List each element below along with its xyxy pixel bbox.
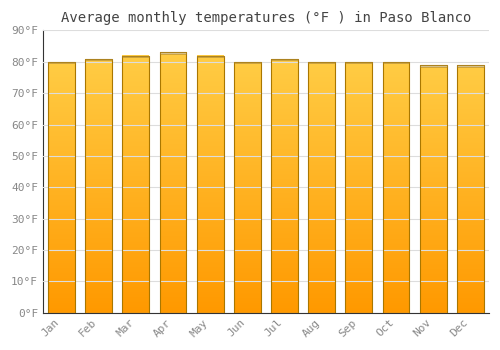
Bar bbox=[234, 62, 260, 63]
Bar bbox=[271, 59, 298, 313]
Bar bbox=[308, 62, 335, 63]
Bar bbox=[48, 62, 75, 63]
Bar bbox=[48, 62, 75, 313]
Bar bbox=[346, 62, 372, 63]
Bar bbox=[346, 62, 372, 313]
Bar bbox=[420, 65, 446, 66]
Bar bbox=[382, 62, 409, 313]
Bar bbox=[197, 56, 224, 313]
Title: Average monthly temperatures (°F ) in Paso Blanco: Average monthly temperatures (°F ) in Pa… bbox=[60, 11, 471, 25]
Bar bbox=[271, 59, 298, 60]
Bar bbox=[197, 56, 224, 57]
Bar bbox=[160, 52, 186, 54]
Bar bbox=[86, 59, 112, 313]
Bar bbox=[457, 65, 483, 66]
Bar bbox=[122, 56, 149, 57]
Bar bbox=[234, 62, 260, 313]
Bar bbox=[382, 62, 409, 63]
Bar bbox=[86, 59, 112, 60]
Bar bbox=[420, 65, 446, 313]
Bar bbox=[122, 56, 149, 313]
Bar bbox=[457, 65, 483, 313]
Bar bbox=[160, 52, 186, 313]
Bar bbox=[308, 62, 335, 313]
